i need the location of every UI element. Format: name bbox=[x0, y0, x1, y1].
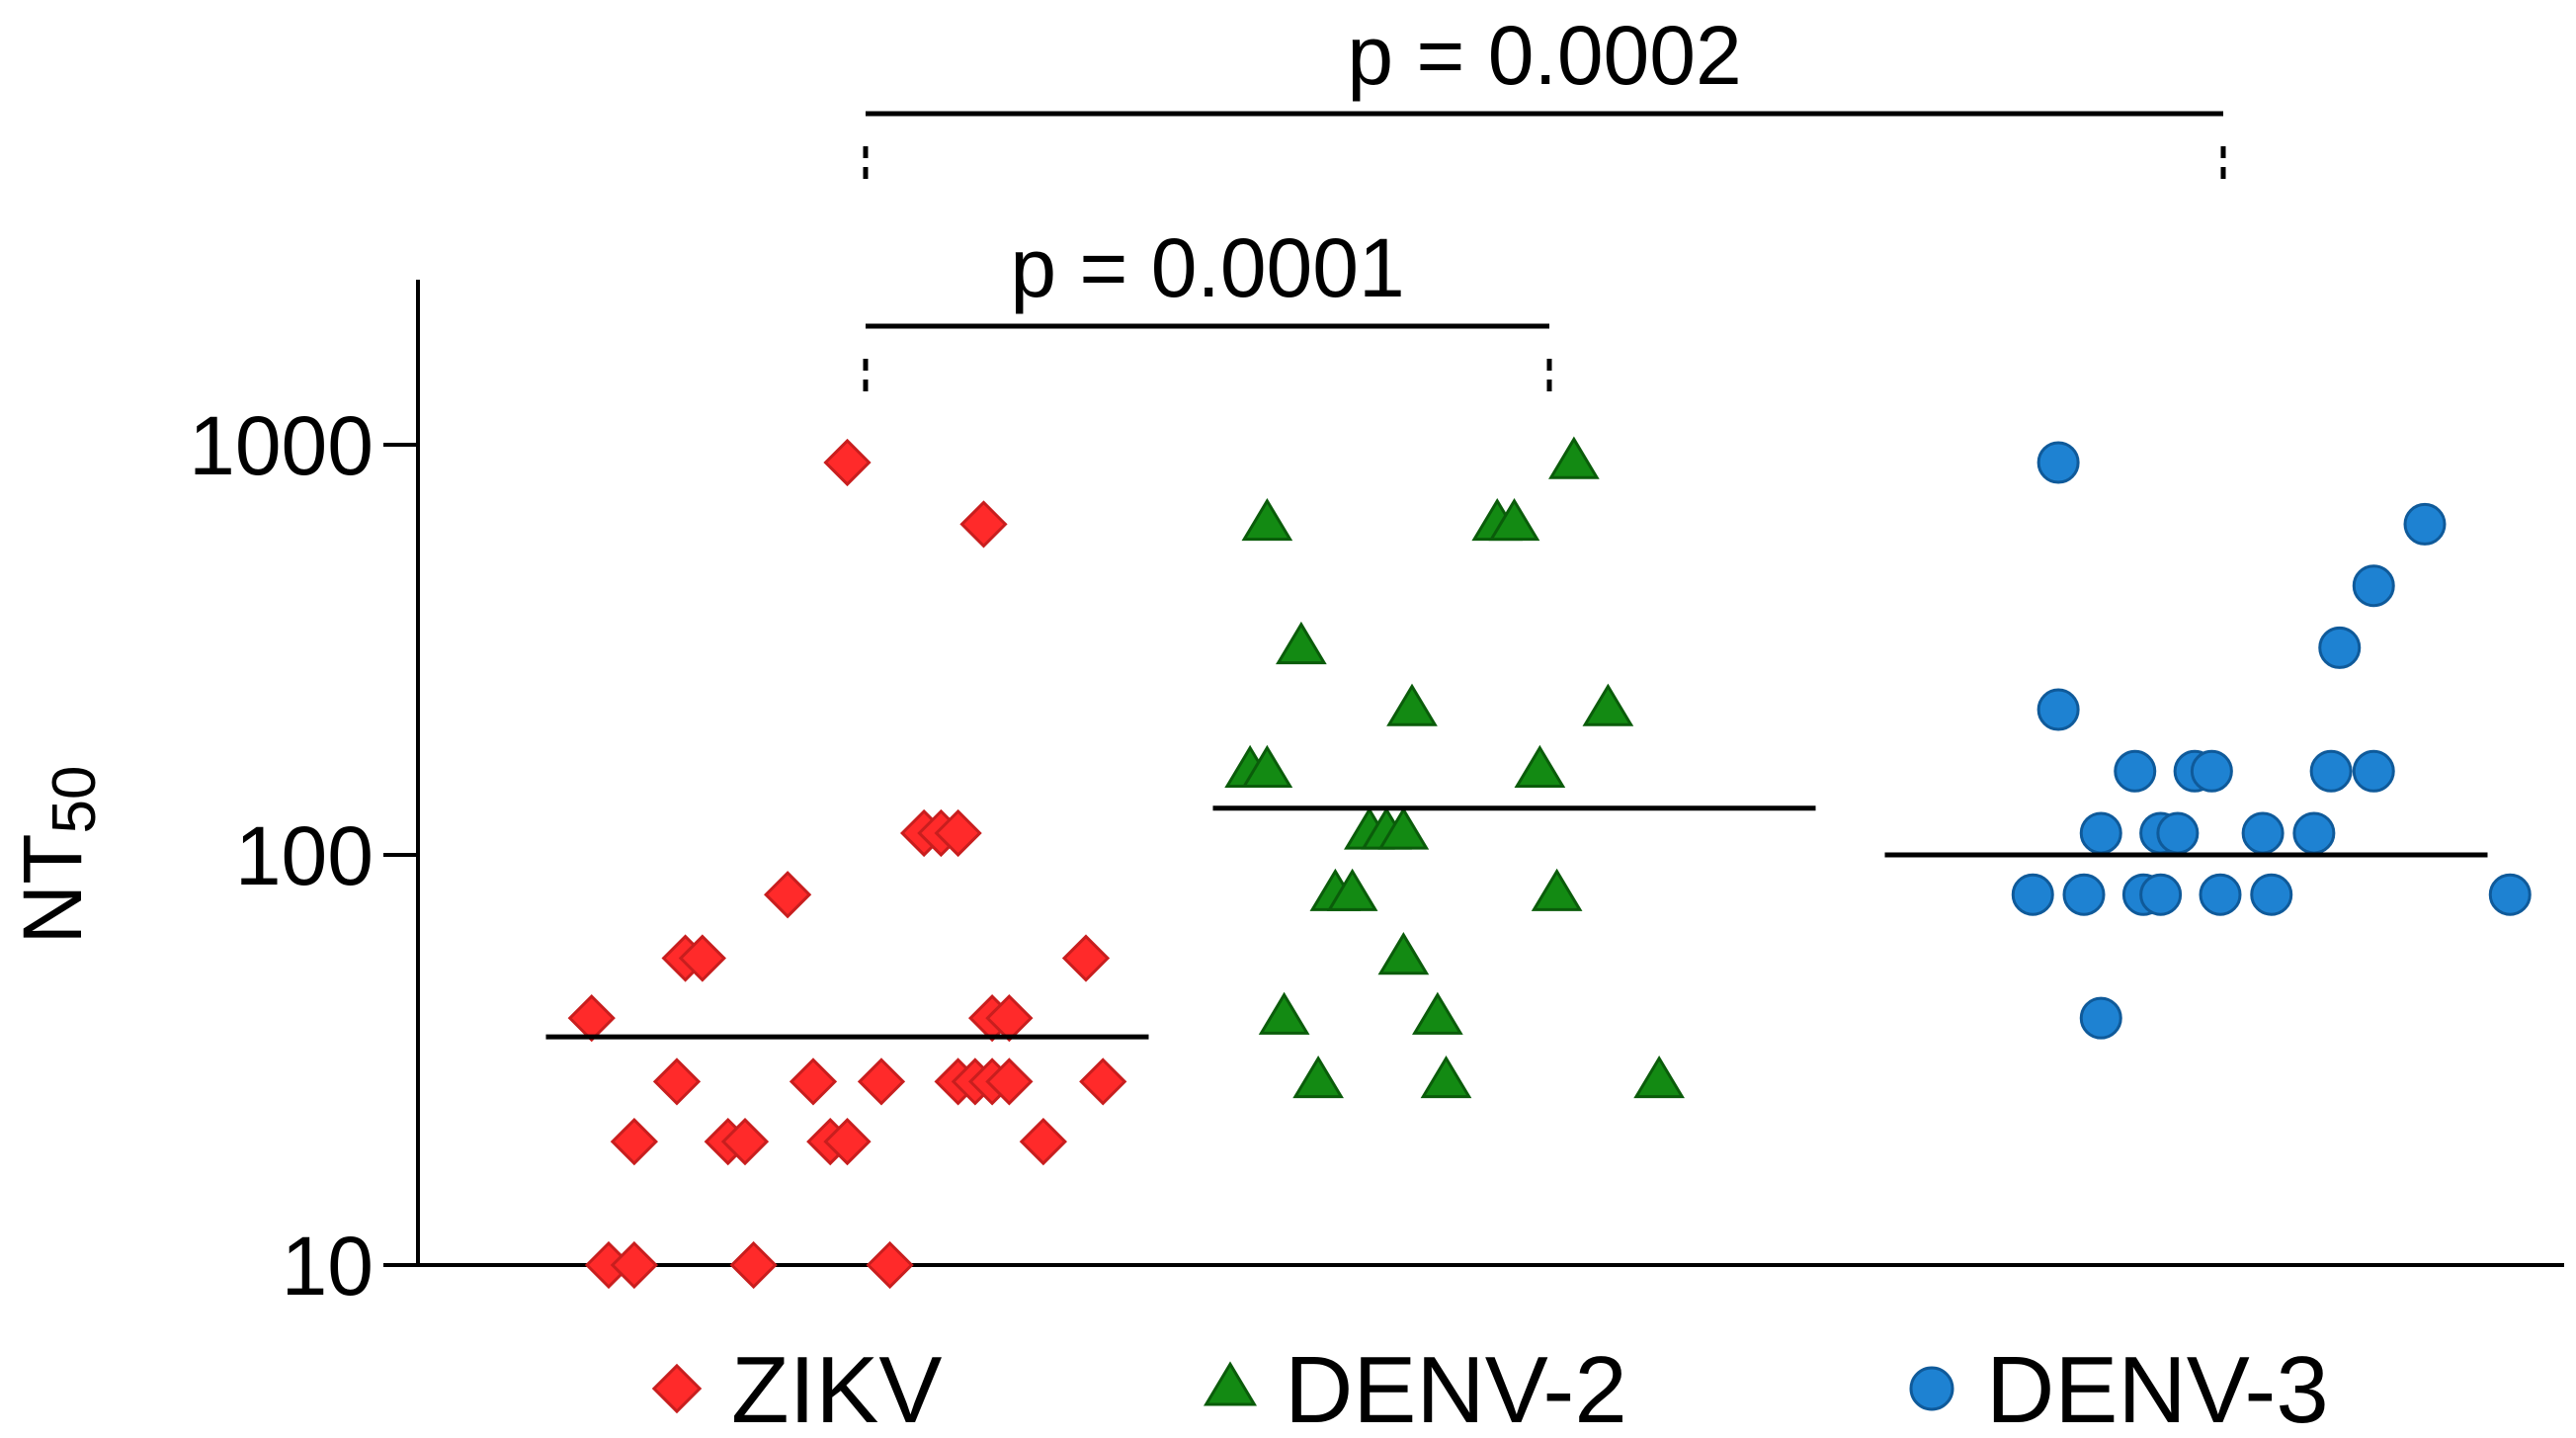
data-point-denv-3 bbox=[2292, 811, 2336, 855]
data-point-denv-2 bbox=[1326, 868, 1378, 911]
data-point-denv-3 bbox=[2079, 811, 2122, 855]
y-axis-title-main: NT bbox=[6, 833, 99, 944]
data-point-denv-3 bbox=[2250, 873, 2293, 916]
data-point-denv-3 bbox=[2011, 873, 2054, 916]
data-point-denv-2 bbox=[1548, 436, 1600, 479]
data-point-zikv bbox=[652, 1057, 702, 1106]
y-tick-label: 1000 bbox=[189, 399, 374, 492]
data-point-denv-3 bbox=[2156, 811, 2200, 855]
series-denv-2 bbox=[1224, 436, 1685, 1099]
data-point-denv-3 bbox=[2403, 502, 2447, 546]
data-point-denv-2 bbox=[1386, 683, 1438, 726]
data-point-zikv bbox=[610, 1117, 658, 1166]
data-point-zikv bbox=[1019, 1117, 1067, 1166]
data-point-zikv bbox=[934, 808, 982, 858]
data-point-denv-3 bbox=[2139, 873, 2183, 916]
legend-marker-denv-2 bbox=[1203, 1361, 1258, 1406]
data-point-zikv bbox=[866, 1240, 914, 1290]
data-point-zikv bbox=[823, 438, 872, 487]
data-point-denv-2 bbox=[1292, 1055, 1344, 1099]
data-point-denv-3 bbox=[2488, 873, 2532, 916]
data-point-denv-2 bbox=[1488, 497, 1540, 542]
y-tick-label: 100 bbox=[235, 809, 374, 902]
data-point-denv-3 bbox=[2352, 749, 2395, 793]
data-point-denv-2 bbox=[1241, 744, 1293, 788]
y-ticks: 10 100 1000 bbox=[189, 399, 418, 1312]
p-value-label: p = 0.0001 bbox=[1010, 221, 1404, 314]
data-point-zikv bbox=[985, 1057, 1034, 1106]
data-point-zikv bbox=[1079, 1057, 1127, 1106]
data-point-denv-2 bbox=[1633, 1055, 1685, 1099]
data-point-zikv bbox=[823, 1117, 872, 1166]
data-point-zikv bbox=[720, 1117, 770, 1166]
data-point-denv-3 bbox=[2318, 626, 2362, 669]
data-point-denv-2 bbox=[1377, 932, 1430, 975]
median-lines bbox=[545, 805, 2488, 1040]
data-point-denv-3 bbox=[2199, 873, 2242, 916]
data-point-denv-2 bbox=[1514, 744, 1566, 788]
data-point-denv-2 bbox=[1531, 868, 1583, 911]
data-point-denv-3 bbox=[2036, 688, 2080, 731]
legend-label-zikv: ZIKV bbox=[731, 1337, 942, 1438]
data-point-denv-3 bbox=[2241, 811, 2285, 855]
series-denv-3 bbox=[2011, 441, 2532, 1040]
p-value-label: p = 0.0002 bbox=[1347, 9, 1741, 102]
data-point-zikv bbox=[567, 994, 616, 1043]
data-point-denv-3 bbox=[2079, 996, 2122, 1040]
data-point-zikv bbox=[729, 1240, 778, 1290]
legend: ZIKV DENV-2 DENV-3 bbox=[651, 1337, 2329, 1438]
data-point-denv-3 bbox=[2062, 873, 2106, 916]
series-zikv bbox=[567, 438, 1127, 1290]
data-point-zikv bbox=[857, 1057, 906, 1106]
data-point-denv-3 bbox=[2190, 749, 2233, 793]
axes bbox=[383, 280, 2564, 1267]
significance-brackets: p = 0.0002 p = 0.0001 bbox=[863, 9, 2226, 400]
data-point-denv-3 bbox=[2352, 564, 2395, 608]
data-point-zikv bbox=[959, 500, 1008, 549]
data-point-denv-3 bbox=[2309, 749, 2353, 793]
data-point-denv-2 bbox=[1258, 991, 1310, 1035]
legend-marker-zikv bbox=[651, 1363, 703, 1414]
y-axis-title-subscript: 50 bbox=[41, 766, 109, 834]
data-points bbox=[567, 436, 2532, 1290]
data-point-denv-2 bbox=[1377, 806, 1430, 850]
legend-label-denv-2: DENV-2 bbox=[1285, 1337, 1627, 1438]
data-point-zikv bbox=[1061, 934, 1111, 982]
y-axis-title: NT50 bbox=[6, 766, 109, 945]
data-point-denv-2 bbox=[1582, 683, 1634, 726]
data-point-denv-3 bbox=[2036, 441, 2080, 484]
data-point-denv-2 bbox=[1412, 991, 1463, 1035]
data-point-denv-2 bbox=[1241, 497, 1293, 542]
data-point-zikv bbox=[789, 1057, 838, 1106]
data-point-denv-2 bbox=[1420, 1055, 1472, 1099]
data-point-denv-2 bbox=[1276, 621, 1327, 665]
legend-marker-denv-3 bbox=[1909, 1366, 1954, 1411]
data-point-zikv bbox=[678, 934, 726, 982]
data-point-zikv bbox=[764, 871, 812, 919]
y-tick-label: 10 bbox=[282, 1220, 374, 1312]
legend-label-denv-3: DENV-3 bbox=[1986, 1337, 2329, 1438]
data-point-denv-3 bbox=[2114, 749, 2157, 793]
data-point-zikv bbox=[610, 1240, 658, 1290]
data-point-zikv bbox=[985, 994, 1034, 1043]
